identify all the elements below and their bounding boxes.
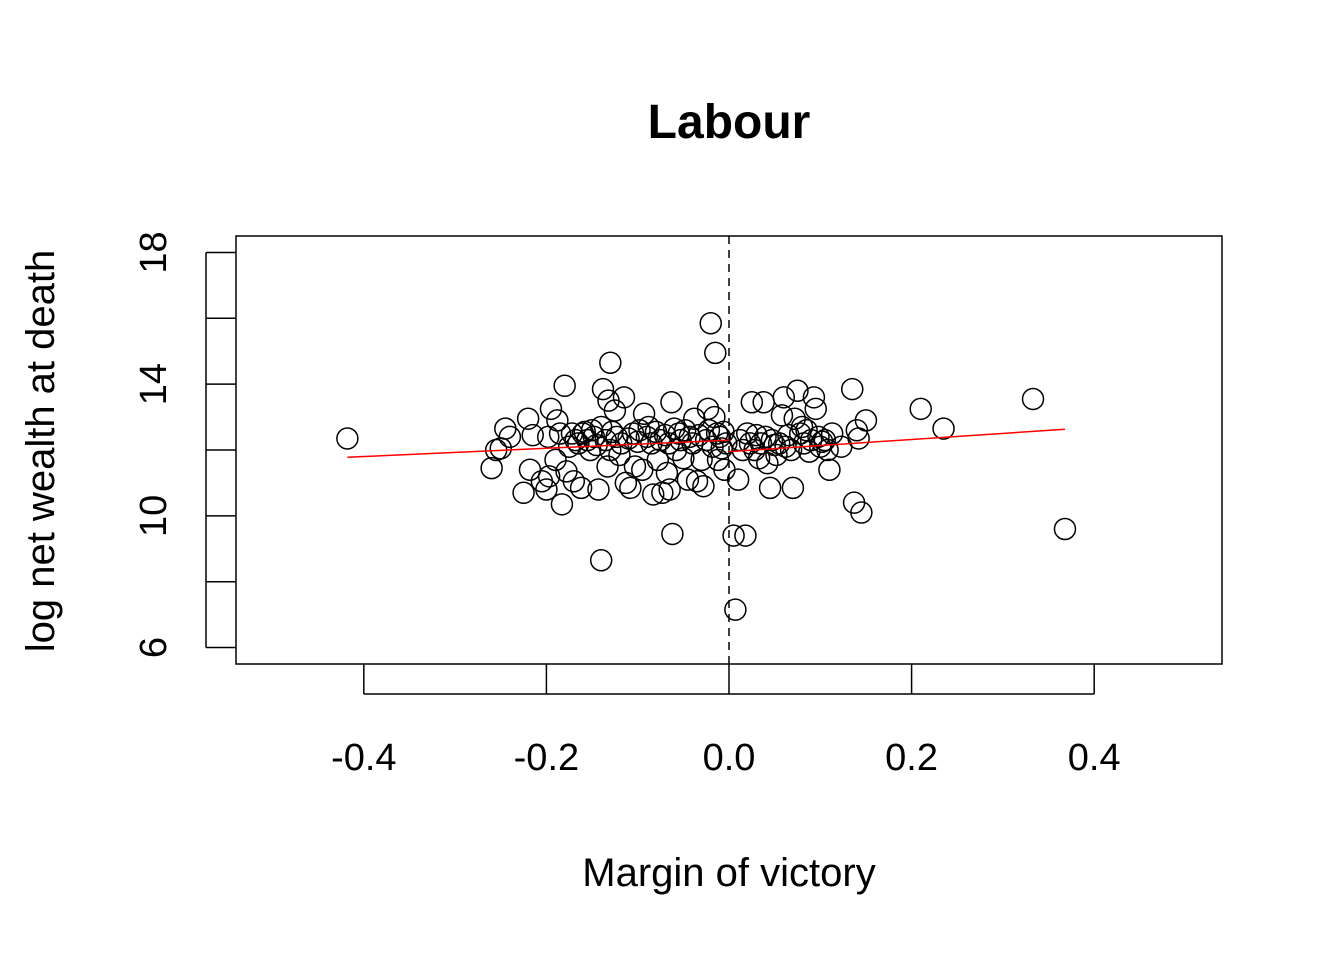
- data-point: [909, 397, 932, 421]
- y-tick-label: 10: [133, 495, 175, 537]
- data-point: [804, 397, 827, 421]
- data-point: [669, 428, 692, 452]
- x-tick-label: -0.2: [514, 737, 579, 779]
- data-point: [692, 474, 715, 498]
- data-point: [605, 425, 628, 449]
- x-tick-label: -0.4: [331, 737, 396, 779]
- data-point: [658, 478, 681, 501]
- data-point: [516, 407, 540, 430]
- data-point: [813, 428, 837, 452]
- data-point: [518, 458, 542, 482]
- data-point: [715, 432, 738, 455]
- scatter-points: [336, 311, 1077, 621]
- x-axis: -0.4 -0.2 0.0 0.2 0.4: [331, 664, 1121, 779]
- data-point: [619, 476, 642, 500]
- data-point: [594, 428, 617, 452]
- y-tick-label: 6: [133, 637, 175, 658]
- data-point: [754, 425, 777, 449]
- data-point: [646, 448, 670, 472]
- data-point: [722, 524, 745, 547]
- data-point: [932, 417, 955, 440]
- data-point: [699, 311, 722, 335]
- data-point: [553, 374, 576, 398]
- data-point: [841, 377, 864, 401]
- data-point: [767, 432, 791, 455]
- data-point: [752, 391, 775, 414]
- data-point: [790, 415, 814, 439]
- x-axis-label: Margin of victory: [582, 851, 875, 895]
- data-point: [777, 423, 800, 447]
- data-point: [772, 386, 796, 409]
- data-point: [655, 461, 679, 485]
- data-point: [724, 598, 747, 621]
- data-point: [550, 493, 574, 516]
- data-point: [685, 470, 709, 493]
- data-point: [1021, 387, 1045, 411]
- fit-lines: [347, 428, 1066, 458]
- data-point: [783, 407, 806, 430]
- data-point: [704, 341, 727, 365]
- data-point: [546, 409, 569, 432]
- data-point: [673, 418, 697, 442]
- data-point: [781, 476, 805, 500]
- fit-line: [728, 428, 1066, 453]
- data-point: [661, 522, 684, 546]
- x-tick-label: 0.2: [885, 737, 938, 779]
- data-point: [591, 377, 615, 401]
- chart-title: Labour: [648, 96, 811, 149]
- data-point: [818, 458, 841, 482]
- data-point: [539, 397, 563, 421]
- data-point: [537, 465, 561, 488]
- y-axis-label: log net wealth at death: [19, 250, 63, 653]
- data-point: [664, 438, 688, 462]
- data-point: [1053, 517, 1077, 541]
- data-point: [587, 478, 610, 501]
- data-point: [740, 391, 764, 414]
- data-point: [603, 399, 627, 422]
- data-point: [660, 391, 683, 414]
- data-point: [521, 423, 544, 447]
- data-point: [758, 476, 782, 500]
- data-point: [498, 425, 522, 449]
- data-point: [512, 481, 535, 505]
- y-tick-label: 14: [133, 363, 175, 405]
- x-tick-label: 0.0: [703, 737, 756, 779]
- data-point: [726, 468, 750, 491]
- fit-line: [347, 439, 730, 458]
- data-point: [786, 379, 809, 402]
- data-point: [628, 418, 651, 442]
- data-point: [676, 468, 700, 491]
- data-point: [589, 549, 613, 572]
- x-tick-label: 0.4: [1068, 737, 1121, 779]
- data-point: [536, 425, 560, 449]
- data-point: [854, 409, 878, 432]
- data-point: [535, 478, 558, 501]
- data-point: [567, 432, 590, 455]
- data-point: [632, 402, 656, 426]
- data-point: [530, 470, 554, 493]
- data-point: [850, 501, 873, 524]
- data-point: [596, 455, 619, 478]
- data-point: [494, 417, 517, 440]
- data-point: [562, 470, 586, 493]
- data-point: [336, 427, 359, 450]
- data-point: [816, 438, 839, 462]
- data-point: [734, 524, 757, 547]
- data-point: [765, 443, 788, 467]
- data-point: [641, 483, 665, 506]
- data-point: [612, 386, 636, 409]
- data-point: [599, 351, 622, 375]
- data-point: [569, 476, 593, 500]
- y-tick-label: 18: [133, 231, 175, 273]
- y-axis: 6 10 14 18: [133, 231, 236, 658]
- data-point: [480, 456, 503, 480]
- data-point: [807, 425, 830, 449]
- data-point: [631, 458, 654, 482]
- data-point: [548, 422, 572, 445]
- data-point: [802, 386, 826, 409]
